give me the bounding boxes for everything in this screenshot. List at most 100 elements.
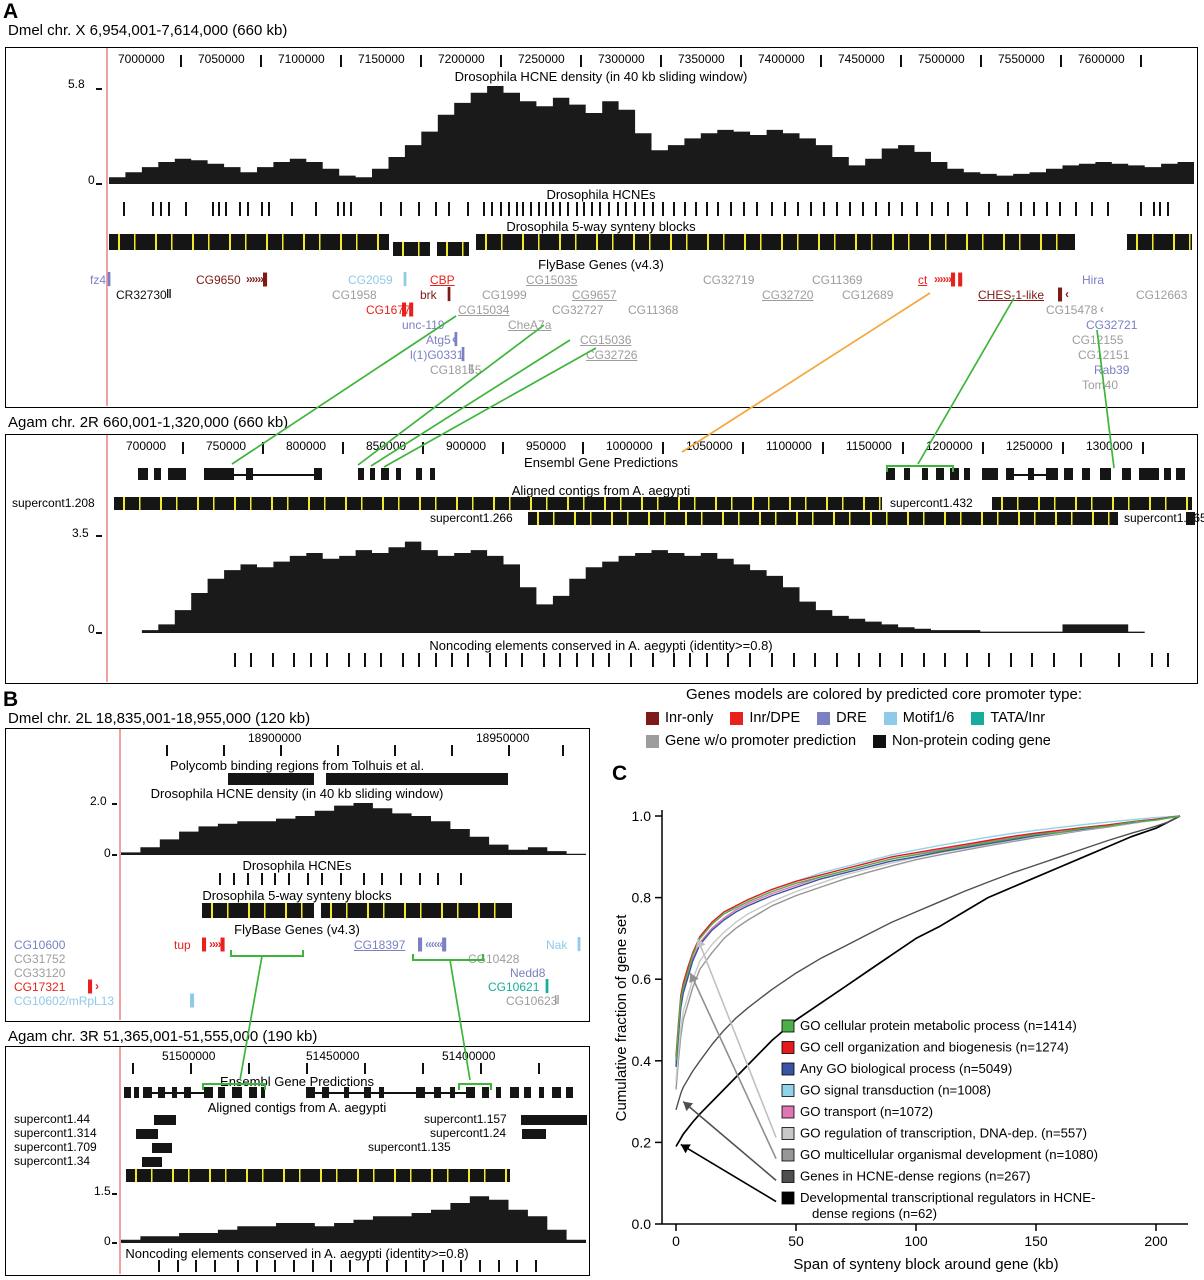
gene-prediction-block xyxy=(134,1087,139,1098)
track-title-polycomb: Polycomb binding regions from Tolhuis et… xyxy=(169,758,425,773)
ruler-tick xyxy=(420,55,422,67)
ruler-label: 1100000 xyxy=(766,439,812,453)
ruler-tick xyxy=(740,55,742,67)
hcne-mark xyxy=(987,202,990,216)
hcne-mark xyxy=(291,202,294,216)
gene-prediction-block xyxy=(1064,468,1073,480)
hcne-mark xyxy=(217,202,220,216)
gene-prediction-block xyxy=(416,1087,425,1098)
gene-label: brk xyxy=(420,288,437,302)
gene-prediction-block xyxy=(510,1087,519,1098)
gene-prediction-block xyxy=(232,1087,242,1098)
noncoding-mark xyxy=(237,1260,240,1272)
chart-legend-swatch xyxy=(781,1170,795,1183)
gene-model: ‹ xyxy=(1100,304,1104,316)
position-marker-line xyxy=(119,1047,121,1274)
hcne-mark xyxy=(861,202,864,216)
panel-b-label: B xyxy=(3,688,19,711)
position-marker-line xyxy=(119,729,121,1020)
gene-model: ▌ xyxy=(190,995,198,1007)
ruler-tick xyxy=(500,55,502,67)
ruler-tick xyxy=(337,745,339,756)
gene-prediction-block xyxy=(904,468,910,480)
noncoding-mark xyxy=(534,1260,537,1272)
noncoding-mark xyxy=(311,1260,314,1272)
hcne-density-plot xyxy=(121,803,586,855)
gene-prediction-block xyxy=(524,1087,531,1098)
promoter-legend-swatch xyxy=(817,711,831,725)
axis-tick xyxy=(112,1242,117,1244)
hcne-mark xyxy=(822,202,825,216)
panel-2r-title: Agam chr. 2R 660,001-1,320,000 (660 kb) xyxy=(8,414,289,431)
chart-legend-label: Any GO biological process (n=5049) xyxy=(800,1061,1012,1076)
gene-label: CG10623 xyxy=(506,994,558,1008)
chart-legend-label: GO transport (n=1072) xyxy=(800,1104,933,1119)
ruler-tick xyxy=(982,442,984,454)
hcne-mark xyxy=(662,202,665,216)
contig-block xyxy=(152,1143,172,1153)
hcne-mark xyxy=(742,202,745,216)
gene-label: CG15035 xyxy=(526,273,578,287)
gene-label: CG32726 xyxy=(586,348,638,362)
noncoding-mark xyxy=(347,653,350,667)
noncoding-mark xyxy=(1118,653,1121,667)
y-tick-label: 0.6 xyxy=(632,971,652,987)
gene-label: CG18397 xyxy=(354,938,406,952)
noncoding-mark xyxy=(293,653,296,667)
ruler-label: 7250000 xyxy=(518,52,565,66)
gene-model: ▎ xyxy=(448,289,457,301)
gene-label: CG32727 xyxy=(552,303,604,317)
hcne-mark xyxy=(529,202,532,216)
ruler-tick xyxy=(280,745,282,756)
noncoding-mark xyxy=(441,1260,444,1272)
synteny-bracket-tick xyxy=(952,465,954,472)
track-title-contigs: Aligned contigs from A. aegypti xyxy=(511,483,691,498)
noncoding-mark xyxy=(497,1260,500,1272)
promoter-legend-swatch xyxy=(646,711,659,725)
ruler-tick xyxy=(132,1063,134,1074)
noncoding-mark xyxy=(575,653,578,667)
series-line xyxy=(675,815,1181,1147)
promoter-legend-item: Inr-only xyxy=(646,710,713,726)
gene-prediction-block xyxy=(168,468,186,480)
hcne-mark xyxy=(559,202,562,216)
ruler-tick xyxy=(342,442,344,454)
hcne-mark xyxy=(1159,202,1162,216)
legend-arrow xyxy=(696,938,777,1138)
ruler-tick xyxy=(580,55,582,67)
noncoding-mark xyxy=(879,653,882,667)
ruler-label: 950000 xyxy=(526,439,567,453)
contig-label: supercont1.44 xyxy=(14,1112,91,1126)
contig-label: supercont1.266 xyxy=(430,511,513,525)
gene-label: CG33120 xyxy=(14,966,66,980)
ruler-label: 7100000 xyxy=(278,52,325,66)
hcne-mark xyxy=(1090,202,1093,216)
hcne-mark xyxy=(339,873,342,885)
panel-3r-browser: 51500000 51450000 51400000 Ensembl Gene Pre… xyxy=(5,1046,590,1276)
chart-legend-label: GO cellular protein metabolic process (n… xyxy=(800,1018,1077,1033)
track-title-noncoding: Noncoding elements conserved in A. aegyp… xyxy=(429,638,773,653)
panel-a-title: Dmel chr. X 6,954,001-7,614,000 (660 kb) xyxy=(8,22,288,39)
gene-prediction-block xyxy=(1006,468,1014,480)
hcne-mark xyxy=(447,202,450,216)
gene-label: CBP xyxy=(430,273,455,287)
gene-prediction-block xyxy=(1139,468,1159,480)
track-title-hcnes: Drosophila HCNEs xyxy=(546,187,656,202)
ruler-label: 7500000 xyxy=(918,52,965,66)
synteny-block xyxy=(109,234,389,250)
hcne-mark xyxy=(437,873,440,885)
gene-model: ‹▎ xyxy=(452,334,464,346)
synteny-bracket-tick xyxy=(230,950,232,957)
chart-legend-label: Developmental transcriptional regulators… xyxy=(800,1190,1095,1205)
gene-prediction-block xyxy=(1100,468,1111,480)
track-title-noncoding: Noncoding elements conserved in A. aegyp… xyxy=(125,1246,469,1261)
gene-prediction-block xyxy=(381,468,389,480)
noncoding-mark xyxy=(689,653,692,667)
panel-c-label: C xyxy=(612,762,628,785)
noncoding-mark xyxy=(987,653,990,667)
position-marker-line xyxy=(106,435,108,682)
ruler-tick xyxy=(422,1063,424,1074)
gene-model: ▌‹ xyxy=(1058,289,1069,301)
ruler-label: 18900000 xyxy=(248,731,302,745)
legend-arrow xyxy=(682,1100,777,1181)
